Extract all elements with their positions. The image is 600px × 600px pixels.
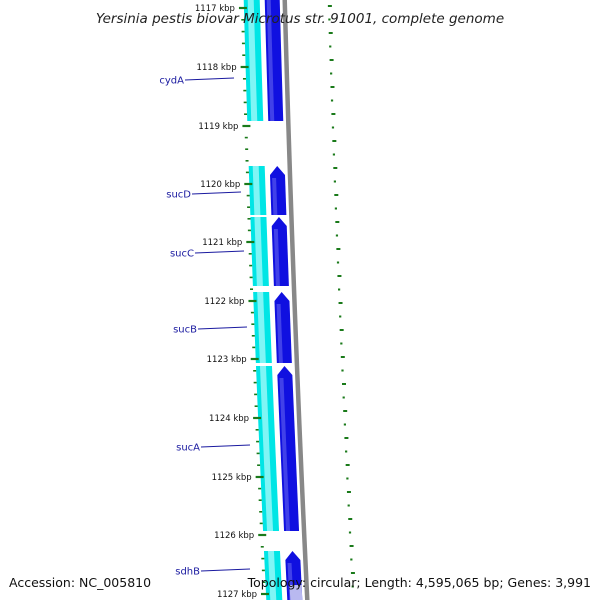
tick-label: 1122 kbp — [204, 297, 244, 307]
cds-highlight — [279, 378, 291, 531]
gene-leader-line — [194, 250, 245, 254]
gene-label: sdhB — [175, 567, 200, 578]
tick-label: 1126 kbp — [214, 531, 254, 541]
tick-label: 1127 kbp — [217, 590, 257, 600]
forward-feature-highlight — [252, 166, 261, 215]
gene-leader-line — [200, 444, 251, 448]
cds-highlight — [276, 304, 283, 363]
feature-track — [243, 0, 303, 600]
map-title: Yersinia pestis biovar Microtus str. 910… — [96, 11, 504, 27]
cds-fragment — [289, 585, 303, 600]
accession-text: Accession: NC_005810 — [9, 575, 151, 590]
tick-label: 1120 kbp — [200, 180, 240, 190]
gene-label: sucC — [170, 249, 194, 260]
tick-group: 1117 kbp 1118 kbp 1119 kbp 1120 kbp 1121 kbp… — [195, 4, 269, 600]
forward-feature-highlight — [254, 217, 263, 286]
gene-leader-line — [200, 568, 251, 572]
tick-label: 1123 kbp — [207, 355, 247, 365]
gene-leader-line — [191, 191, 242, 195]
topology-text: Topology: circular; Length: 4,595,065 bp… — [247, 575, 591, 590]
gene-label: sucA — [176, 443, 200, 454]
tick-label: 1118 kbp — [197, 63, 237, 73]
forward-feature-highlight — [247, 0, 258, 121]
tick-label: 1121 kbp — [202, 238, 242, 248]
forward-feature-highlight — [257, 292, 266, 363]
forward-feature-highlight — [267, 551, 277, 600]
gene-label-group: cydA sucD sucC sucB sucA sdhB — [159, 76, 251, 578]
gene-label: sucB — [173, 325, 197, 336]
backbone-arc — [282, 0, 310, 600]
cds-highlight — [273, 229, 280, 286]
cds-arrow-icon — [270, 166, 287, 215]
tick-label: 1125 kbp — [212, 473, 252, 483]
gene-leader-line — [184, 77, 235, 81]
gene-label: sucD — [166, 190, 191, 201]
cds-highlight — [272, 178, 278, 215]
tick-label: 1117 kbp — [195, 4, 235, 14]
ring-dots — [327, 5, 355, 588]
tick-label: 1124 kbp — [209, 414, 249, 424]
gene-label: cydA — [159, 76, 184, 87]
gene-leader-line — [197, 326, 248, 330]
tick-label: 1119 kbp — [198, 122, 238, 132]
cds-highlight — [266, 0, 275, 121]
cds-arrow-icon — [271, 217, 289, 286]
forward-feature-highlight — [259, 366, 274, 531]
cds-arrow-icon — [274, 292, 292, 363]
